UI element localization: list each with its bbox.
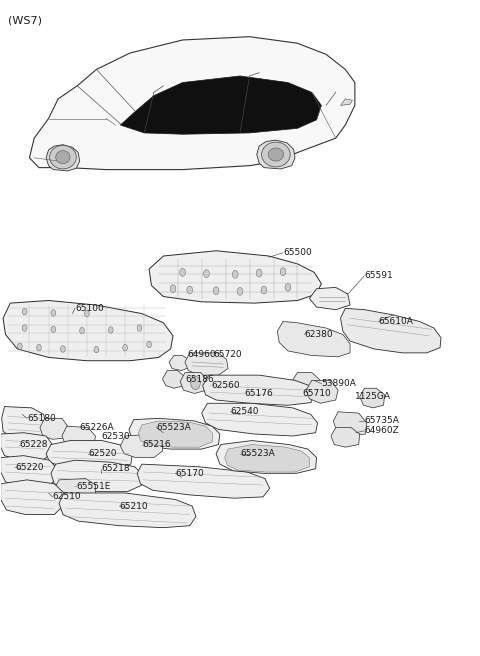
Circle shape: [17, 343, 22, 350]
Circle shape: [22, 308, 27, 315]
Circle shape: [285, 283, 291, 291]
Polygon shape: [120, 76, 322, 134]
Polygon shape: [40, 419, 69, 440]
Circle shape: [261, 286, 267, 294]
Text: 65226A: 65226A: [80, 423, 114, 432]
Polygon shape: [46, 441, 132, 469]
Polygon shape: [257, 140, 295, 169]
Polygon shape: [49, 146, 76, 169]
Circle shape: [108, 327, 113, 333]
Polygon shape: [268, 148, 284, 161]
Text: 65551E: 65551E: [76, 482, 111, 491]
Polygon shape: [1, 407, 46, 440]
Text: 65210: 65210: [120, 502, 148, 510]
Circle shape: [280, 268, 286, 276]
Text: 65610A: 65610A: [379, 317, 414, 326]
Circle shape: [137, 325, 142, 331]
Text: (WS7): (WS7): [8, 15, 42, 25]
Text: 65218: 65218: [101, 464, 130, 473]
Text: 65220: 65220: [15, 463, 44, 472]
Text: 62520: 62520: [88, 449, 117, 458]
Polygon shape: [137, 464, 270, 498]
Circle shape: [170, 285, 176, 293]
Polygon shape: [202, 403, 318, 436]
Text: 65170: 65170: [175, 469, 204, 478]
Text: 65720: 65720: [214, 350, 242, 359]
Circle shape: [191, 377, 200, 390]
Polygon shape: [0, 456, 57, 486]
Text: 65735A: 65735A: [364, 417, 399, 426]
Circle shape: [187, 286, 192, 294]
Text: 65591: 65591: [364, 271, 393, 280]
Text: 65176: 65176: [245, 389, 274, 398]
Text: 53890A: 53890A: [322, 379, 356, 388]
Polygon shape: [333, 412, 367, 436]
Text: 65710: 65710: [302, 389, 331, 398]
Text: 1125GA: 1125GA: [355, 392, 391, 401]
Polygon shape: [360, 388, 384, 408]
Circle shape: [51, 326, 56, 333]
Circle shape: [22, 325, 27, 331]
Polygon shape: [62, 426, 96, 447]
Polygon shape: [180, 373, 207, 394]
Polygon shape: [149, 251, 322, 303]
Text: 65523A: 65523A: [240, 449, 275, 458]
Text: 62510: 62510: [52, 493, 81, 501]
Polygon shape: [0, 433, 52, 461]
Polygon shape: [340, 99, 352, 106]
Text: 62540: 62540: [230, 407, 259, 417]
Circle shape: [60, 346, 65, 352]
Text: 62380: 62380: [305, 330, 333, 339]
Polygon shape: [216, 441, 317, 474]
Polygon shape: [262, 142, 290, 167]
Circle shape: [123, 344, 128, 351]
Polygon shape: [162, 371, 185, 388]
Circle shape: [147, 341, 152, 348]
Circle shape: [204, 270, 209, 277]
Text: 65216: 65216: [142, 440, 170, 449]
Polygon shape: [310, 287, 350, 310]
Circle shape: [213, 287, 219, 295]
Polygon shape: [129, 419, 220, 449]
Circle shape: [84, 310, 89, 317]
Circle shape: [237, 287, 243, 295]
Polygon shape: [46, 145, 80, 171]
Text: 65180: 65180: [27, 414, 56, 423]
Text: 65186: 65186: [185, 375, 214, 384]
Text: 64960Z: 64960Z: [364, 426, 399, 436]
Text: 65523A: 65523A: [156, 423, 191, 432]
Text: 65500: 65500: [283, 248, 312, 257]
Text: 62560: 62560: [211, 381, 240, 390]
Text: 62530: 62530: [101, 432, 130, 441]
Polygon shape: [225, 445, 310, 472]
Circle shape: [80, 327, 84, 334]
Polygon shape: [306, 380, 338, 403]
Polygon shape: [331, 428, 360, 447]
Polygon shape: [3, 300, 173, 361]
Text: 65228: 65228: [19, 440, 48, 449]
Polygon shape: [54, 479, 96, 501]
Circle shape: [94, 346, 99, 353]
Polygon shape: [139, 421, 212, 447]
Polygon shape: [29, 37, 355, 170]
Polygon shape: [0, 480, 64, 514]
Circle shape: [180, 268, 185, 276]
Circle shape: [256, 269, 262, 277]
Polygon shape: [51, 461, 144, 491]
Polygon shape: [292, 373, 321, 394]
Circle shape: [232, 270, 238, 278]
Polygon shape: [56, 151, 70, 164]
Circle shape: [36, 344, 41, 351]
Polygon shape: [277, 321, 350, 357]
Polygon shape: [169, 356, 190, 371]
Polygon shape: [185, 353, 228, 375]
Polygon shape: [203, 375, 314, 405]
Polygon shape: [120, 434, 162, 458]
Text: 65100: 65100: [75, 304, 104, 313]
Polygon shape: [59, 493, 196, 527]
Polygon shape: [340, 308, 441, 353]
Circle shape: [51, 310, 56, 316]
Text: 64960: 64960: [187, 350, 216, 359]
